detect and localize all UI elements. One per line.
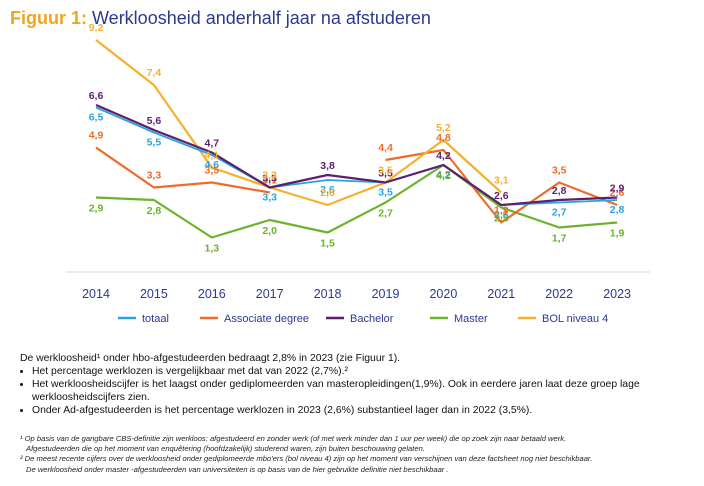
footnotes: ¹ Op basis van de gangbare CBS-definitie… (20, 434, 700, 475)
data-label: 3,5 (552, 165, 567, 177)
legend-item: Master (430, 313, 488, 325)
data-label: 6,6 (89, 90, 104, 102)
series-line-master (95, 163, 618, 239)
line-chart: 6,5 5,5 4,6 3,3 3,6 3,5 4,2 2,6 2,7 2,8 4,9 3,3 3,5 3… (66, 22, 650, 325)
footnote-1: ¹ Op basis van de gangbare CBS-definitie… (20, 434, 567, 443)
intro-paragraph: De werkloosheid¹ onder hbo-afgestudeerde… (20, 353, 401, 364)
data-label: 1,9 (494, 205, 509, 217)
footnote-2: ² De meest recente cijfers over de werkl… (20, 454, 593, 464)
x-tick-label: 2017 (256, 287, 284, 301)
data-label: 4,1 (204, 150, 219, 162)
footnote-1-continued: Afgestudeerden die op het moment van enq… (26, 444, 425, 454)
data-label-layer: 6,5 5,5 4,6 3,3 3,6 3,5 4,2 2,6 2,7 2,8 4,9 3,3 3,5 3… (89, 22, 625, 255)
legend-item: BOL niveau 4 (518, 313, 608, 325)
data-label: 3,1 (494, 175, 509, 187)
bullet-item: Het percentage werklozen is vergelijkbaa… (32, 365, 700, 378)
data-label: 5,2 (436, 122, 451, 134)
footnote-2-continued: De werkloosheid onder master -afgestudee… (26, 464, 449, 474)
data-label: 5,5 (147, 137, 162, 149)
data-label: 3,1 (262, 175, 277, 187)
data-label: 2,5 (494, 213, 509, 225)
data-label: 4,2 (436, 169, 451, 181)
data-label: 3,5 (378, 165, 393, 177)
x-tick-label: 2021 (487, 287, 515, 301)
x-tick-label: 2020 (429, 287, 457, 301)
legend-item: Associate degree (200, 313, 309, 325)
legend-item: totaal (118, 313, 169, 325)
x-tick-label: 2016 (198, 287, 226, 301)
data-label: 2,0 (262, 225, 277, 237)
data-label: 1,7 (552, 233, 567, 245)
data-label: 3,8 (320, 160, 335, 172)
data-label: 6,5 (89, 112, 104, 124)
data-label: 4,8 (436, 132, 451, 144)
legend-label: Associate degree (224, 313, 309, 325)
data-label: 3,5 (378, 187, 393, 199)
body-text: De werkloosheid¹ onder hbo-afgestudeerde… (20, 352, 700, 417)
data-label: 3,5 (204, 165, 219, 177)
figure-label: Figuur 1: (10, 8, 87, 28)
data-label: 9,2 (89, 22, 104, 34)
x-tick-label: 2023 (603, 287, 631, 301)
data-label: 4,6 (204, 159, 219, 171)
legend-label: BOL niveau 4 (542, 313, 608, 325)
bullet-item: Onder Ad-afgestudeerden is het percentag… (32, 404, 700, 417)
data-label: 2,8 (552, 185, 567, 197)
legend-label: Bachelor (350, 313, 394, 325)
data-label: 2,7 (378, 208, 393, 220)
bullet-list: Het percentage werklozen is vergelijkbaa… (20, 365, 700, 417)
data-label: 2,8 (147, 205, 162, 217)
series-line-associate-degree (95, 146, 618, 224)
data-label: 2,7 (552, 207, 567, 219)
legend-label: totaal (142, 313, 169, 325)
legend: totaal Associate degree Bachelor Master BOL … (118, 313, 608, 325)
data-label: 3,3 (147, 170, 162, 182)
data-label: 1,3 (204, 243, 219, 255)
data-label: 2,6 (494, 190, 509, 202)
data-label: 5,6 (147, 115, 162, 127)
x-tick-label: 2018 (314, 287, 342, 301)
x-tick-label: 2015 (140, 287, 168, 301)
x-tick-label: 2014 (82, 287, 110, 301)
data-label: 4,4 (378, 142, 393, 154)
data-label: 4,9 (89, 130, 104, 142)
data-label: 1,5 (320, 238, 335, 250)
data-label: 3,3 (262, 173, 277, 185)
x-axis: 2014 2015 2016 2017 2018 2019 2020 2021 2022 2023 (66, 271, 650, 301)
legend-label: Master (454, 313, 488, 325)
bullet-item: Het werkloosheidscijfer is het laagst on… (32, 378, 700, 404)
data-label: 3,3 (262, 192, 277, 204)
data-label: 2,9 (610, 183, 625, 195)
x-tick-label: 2022 (545, 287, 573, 301)
data-label: 1,9 (610, 228, 625, 240)
data-label: 3,3 (262, 170, 277, 182)
x-tick-label: 2019 (372, 287, 400, 301)
data-label: 2,6 (494, 209, 509, 221)
series-line-bol-niveau-4 (95, 39, 503, 207)
series-layer (95, 39, 618, 239)
data-label: 2,8 (610, 204, 625, 216)
data-label: 4,2 (436, 150, 451, 162)
series-line-bachelor (95, 103, 618, 207)
figure-title: Figuur 1: Werkloosheid anderhalf jaar na… (10, 8, 431, 29)
data-label: 7,4 (147, 67, 162, 79)
data-label: 2,9 (89, 203, 104, 215)
figure-title-text: Werkloosheid anderhalf jaar na afstudere… (92, 8, 431, 28)
series-line-totaal (95, 106, 618, 206)
data-label: 3,6 (320, 184, 335, 196)
data-label: 3,5 (378, 168, 393, 180)
data-label: 4,2 (436, 170, 451, 182)
data-label: 4,7 (204, 138, 219, 150)
legend-item: Bachelor (326, 313, 394, 325)
data-label: 2,6 (610, 187, 625, 199)
data-label: 2,6 (320, 187, 335, 199)
